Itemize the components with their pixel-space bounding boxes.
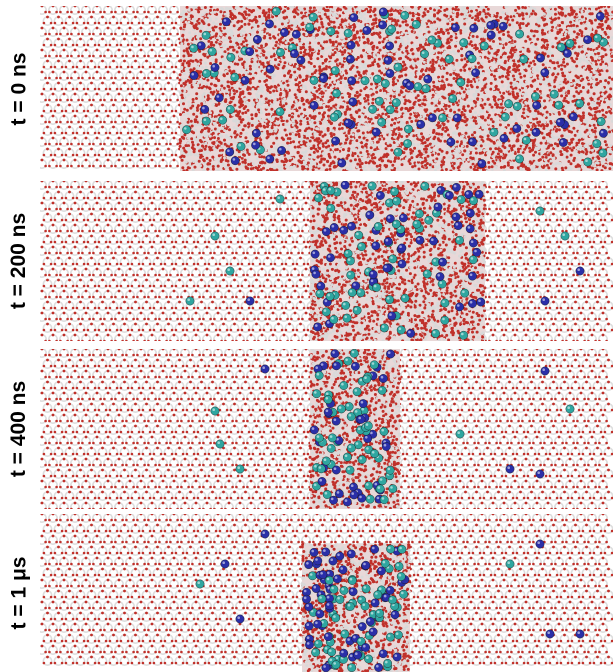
- snapshot-image: [40, 6, 613, 171]
- panel-row-2: t = 400 ns: [0, 349, 613, 509]
- ions: [195, 529, 585, 672]
- snapshot-image: [40, 349, 613, 509]
- snapshot-panel: [40, 514, 613, 672]
- snapshot-panel: [40, 6, 613, 171]
- ions: [210, 349, 575, 507]
- panel-row-0: t = 0 ns: [0, 6, 613, 171]
- snapshot-panel: [40, 349, 613, 509]
- time-label: t = 1 μs: [0, 514, 38, 672]
- time-label: t = 400 ns: [0, 349, 38, 509]
- snapshot-panel: [40, 181, 613, 341]
- panel-row-1: t = 200 ns: [0, 181, 613, 341]
- time-label: t = 0 ns: [0, 6, 38, 171]
- snapshot-image: [40, 181, 613, 341]
- ions: [182, 6, 608, 169]
- snapshot-image: [40, 514, 613, 672]
- panel-row-3: t = 1 μs: [0, 514, 613, 672]
- ions: [185, 181, 585, 340]
- time-label: t = 200 ns: [0, 181, 38, 341]
